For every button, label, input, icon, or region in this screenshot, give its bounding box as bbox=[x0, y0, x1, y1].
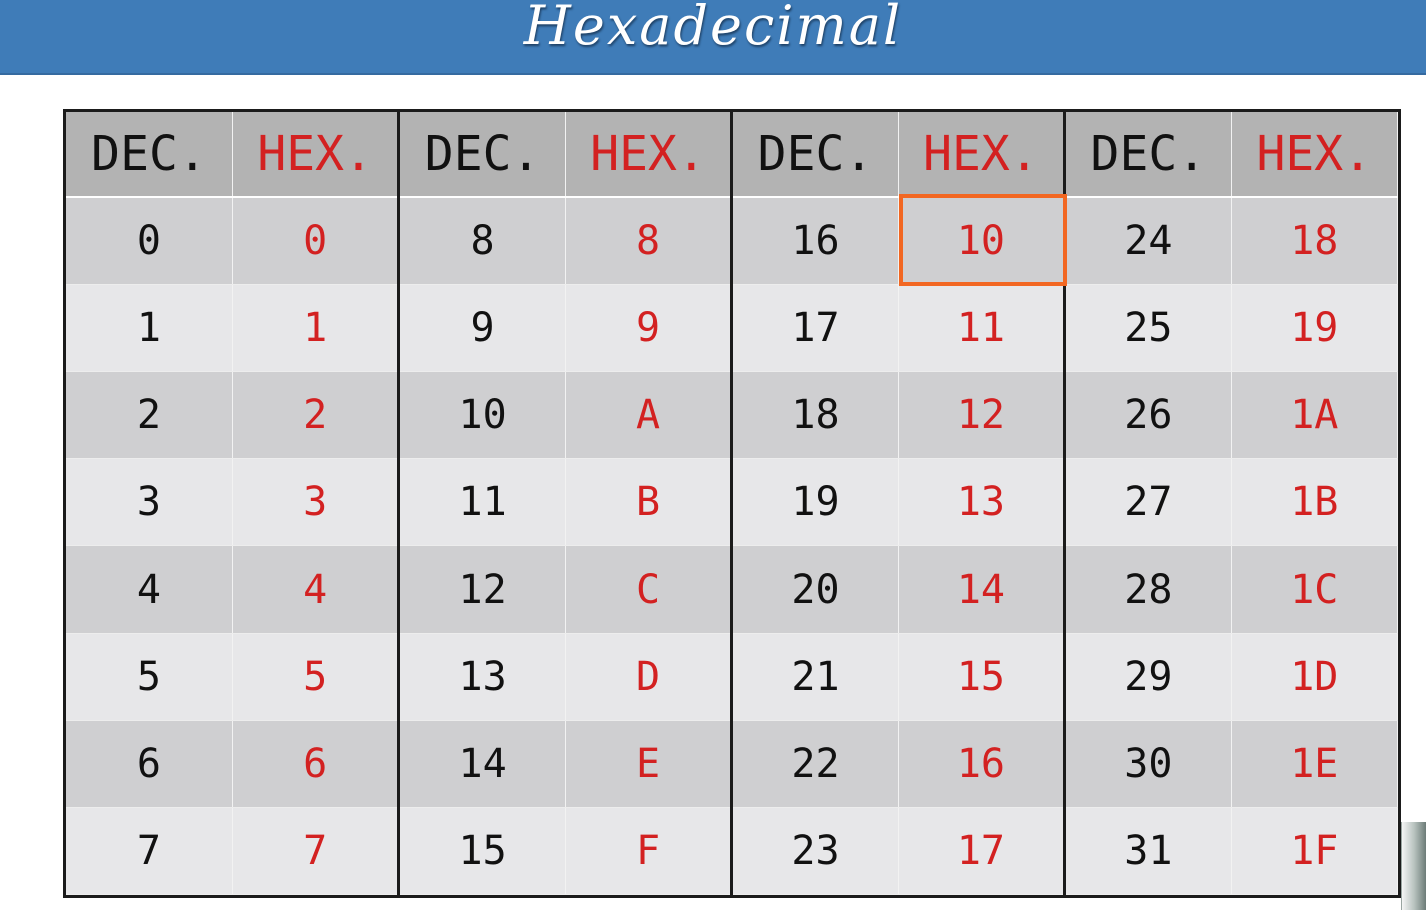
hex-cell-highlighted: 10 bbox=[898, 197, 1067, 286]
hex-cell: 12 bbox=[898, 371, 1067, 460]
hex-cell: 11 bbox=[898, 284, 1067, 373]
hex-cell: E bbox=[565, 720, 734, 808]
table-row: 2 2 10 A 18 12 26 1A bbox=[66, 371, 1398, 460]
hex-cell: B bbox=[565, 458, 734, 547]
dec-cell: 30 bbox=[1064, 720, 1232, 808]
dec-cell: 1 bbox=[66, 284, 233, 373]
dec-cell: 31 bbox=[1064, 807, 1232, 895]
hex-cell: 14 bbox=[898, 545, 1067, 634]
page-title: Hexadecimal bbox=[523, 0, 903, 57]
dec-cell: 3 bbox=[66, 458, 233, 547]
table-row: 7 7 15 F 23 17 31 1F bbox=[66, 807, 1398, 895]
hex-cell: 8 bbox=[565, 197, 734, 286]
dec-cell: 27 bbox=[1064, 458, 1232, 547]
dec-cell: 9 bbox=[398, 284, 566, 373]
dec-cell: 6 bbox=[66, 720, 233, 808]
table-row: 3 3 11 B 19 13 27 1B bbox=[66, 458, 1398, 547]
hex-cell: C bbox=[565, 545, 734, 634]
dec-cell: 0 bbox=[66, 197, 233, 286]
table-row: 5 5 13 D 21 15 29 1D bbox=[66, 633, 1398, 721]
hex-cell: 4 bbox=[232, 545, 401, 634]
hex-cell: F bbox=[565, 807, 734, 895]
dec-hex-conversion-table: DEC. HEX. DEC. HEX. DEC. HEX. DEC. HEX. … bbox=[66, 112, 1398, 895]
table-header-row: DEC. HEX. DEC. HEX. DEC. HEX. DEC. HEX. bbox=[66, 112, 1398, 198]
hex-cell: 19 bbox=[1231, 284, 1398, 373]
hex-cell: 1C bbox=[1231, 545, 1398, 634]
edge-fragment bbox=[1401, 822, 1426, 910]
hex-cell: 6 bbox=[232, 720, 401, 808]
hex-cell: 13 bbox=[898, 458, 1067, 547]
hex-cell: 1B bbox=[1231, 458, 1398, 547]
dec-cell: 25 bbox=[1064, 284, 1232, 373]
conversion-table-frame: DEC. HEX. DEC. HEX. DEC. HEX. DEC. HEX. … bbox=[63, 109, 1401, 898]
dec-cell: 19 bbox=[731, 458, 899, 547]
hex-cell: 18 bbox=[1231, 197, 1398, 286]
hex-cell: 9 bbox=[565, 284, 734, 373]
hex-cell: 1 bbox=[232, 284, 401, 373]
dec-cell: 15 bbox=[398, 807, 566, 895]
hex-cell: 1F bbox=[1231, 807, 1398, 895]
dec-cell: 17 bbox=[731, 284, 899, 373]
dec-cell: 22 bbox=[731, 720, 899, 808]
hex-cell: 3 bbox=[232, 458, 401, 547]
title-banner: Hexadecimal bbox=[0, 0, 1426, 75]
dec-cell: 4 bbox=[66, 545, 233, 634]
dec-cell: 24 bbox=[1064, 197, 1232, 286]
dec-cell: 14 bbox=[398, 720, 566, 808]
dec-cell: 28 bbox=[1064, 545, 1232, 634]
dec-cell: 18 bbox=[731, 371, 899, 460]
hex-cell: 2 bbox=[232, 371, 401, 460]
dec-cell: 20 bbox=[731, 545, 899, 634]
header-hex: HEX. bbox=[898, 112, 1067, 198]
dec-cell: 11 bbox=[398, 458, 566, 547]
table-row: 4 4 12 C 20 14 28 1C bbox=[66, 545, 1398, 634]
dec-cell: 29 bbox=[1064, 633, 1232, 721]
header-dec: DEC. bbox=[1064, 112, 1232, 198]
header-dec: DEC. bbox=[66, 112, 233, 198]
dec-cell: 26 bbox=[1064, 371, 1232, 460]
dec-cell: 5 bbox=[66, 633, 233, 721]
hex-cell: 5 bbox=[232, 633, 401, 721]
dec-cell: 21 bbox=[731, 633, 899, 721]
hex-cell: 1A bbox=[1231, 371, 1398, 460]
header-hex: HEX. bbox=[232, 112, 401, 198]
dec-cell: 13 bbox=[398, 633, 566, 721]
hex-cell: 0 bbox=[232, 197, 401, 286]
hex-cell: 15 bbox=[898, 633, 1067, 721]
header-dec: DEC. bbox=[398, 112, 566, 198]
header-hex: HEX. bbox=[565, 112, 734, 198]
dec-cell: 16 bbox=[731, 197, 899, 286]
header-hex: HEX. bbox=[1231, 112, 1398, 198]
table-row: 0 0 8 8 16 10 24 18 bbox=[66, 197, 1398, 286]
hex-cell: D bbox=[565, 633, 734, 721]
hex-cell: 7 bbox=[232, 807, 401, 895]
table-row: 1 1 9 9 17 11 25 19 bbox=[66, 284, 1398, 373]
hex-cell: 1D bbox=[1231, 633, 1398, 721]
header-dec: DEC. bbox=[731, 112, 899, 198]
dec-cell: 2 bbox=[66, 371, 233, 460]
hex-cell: 17 bbox=[898, 807, 1067, 895]
table-row: 6 6 14 E 22 16 30 1E bbox=[66, 720, 1398, 808]
hex-cell: A bbox=[565, 371, 734, 460]
dec-cell: 23 bbox=[731, 807, 899, 895]
hex-cell: 1E bbox=[1231, 720, 1398, 808]
dec-cell: 12 bbox=[398, 545, 566, 634]
dec-cell: 8 bbox=[398, 197, 566, 286]
dec-cell: 10 bbox=[398, 371, 566, 460]
hex-cell: 16 bbox=[898, 720, 1067, 808]
dec-cell: 7 bbox=[66, 807, 233, 895]
